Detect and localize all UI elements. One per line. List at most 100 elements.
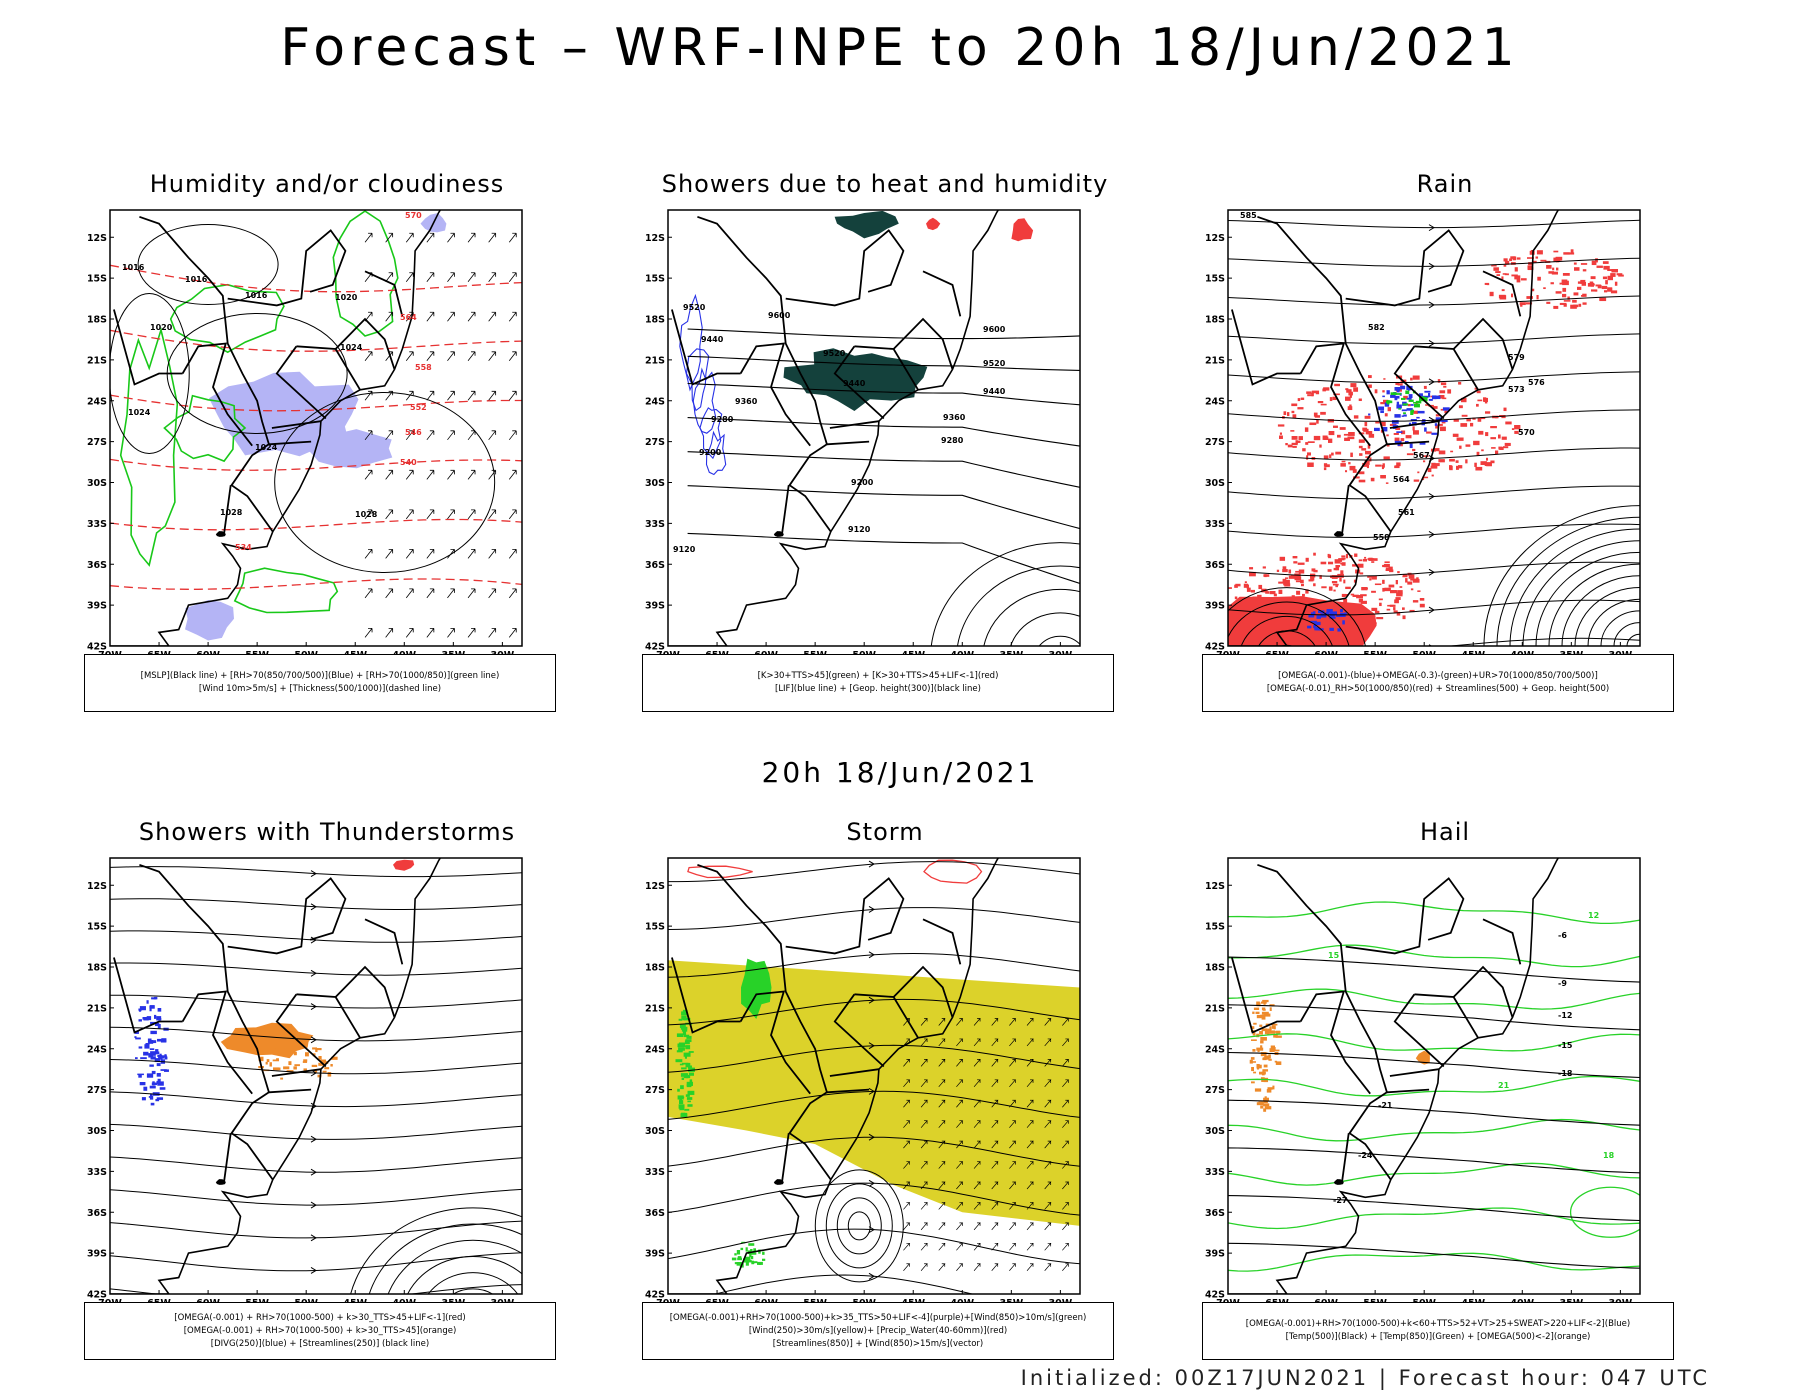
shaded-cell xyxy=(321,1061,329,1064)
wind-vector xyxy=(405,469,414,480)
shaded-cell xyxy=(1277,424,1285,427)
wind-vector xyxy=(938,1079,946,1088)
shaded-cell xyxy=(1334,383,1340,387)
contour-label: 9520 xyxy=(683,303,706,312)
shaded-cell xyxy=(1496,274,1501,276)
shaded-cell xyxy=(1367,575,1375,578)
shaded-cell xyxy=(679,1105,685,1111)
shaded-cell xyxy=(1379,602,1382,607)
lat-label: 18S xyxy=(87,963,107,974)
shaded-cell xyxy=(1256,1067,1260,1070)
shaded-cell xyxy=(1441,420,1448,423)
wind-vector xyxy=(956,1181,964,1190)
contour-line xyxy=(407,1255,522,1294)
wind-vector xyxy=(1026,1263,1034,1271)
shaded-cell xyxy=(1307,462,1314,467)
wind-vector xyxy=(1044,1018,1052,1026)
lon-label: 50W xyxy=(294,650,318,654)
shaded-cell xyxy=(1385,482,1389,484)
state-border xyxy=(833,345,885,420)
shaded-cell xyxy=(1505,421,1512,425)
shaded-cell xyxy=(1257,1049,1260,1053)
shaded-cell xyxy=(1485,411,1491,414)
shaded-cell xyxy=(157,1008,162,1012)
wind-vector xyxy=(1009,1038,1017,1047)
shaded-cell xyxy=(1408,422,1412,426)
state-border xyxy=(1386,1088,1430,1094)
temp850-contour xyxy=(1228,988,1640,1010)
shaded-cell xyxy=(1404,441,1409,443)
lon-label: 35W xyxy=(1559,650,1583,654)
contour-label: 564 xyxy=(1393,475,1410,484)
state-border xyxy=(113,309,183,386)
shaded-cell xyxy=(751,1261,758,1264)
lat-label: 39S xyxy=(87,601,107,612)
legend-line: [OMEGA(-0.001) + RH>70(1000-500) + k>30_… xyxy=(183,1325,457,1336)
shaded-cell xyxy=(1503,264,1507,267)
wind-vector xyxy=(1009,1059,1017,1067)
shaded-cell xyxy=(1361,448,1367,451)
state-border xyxy=(268,1088,312,1094)
shaded-cell xyxy=(1528,267,1534,271)
wind-vector xyxy=(1062,1242,1070,1251)
shaded-cell xyxy=(1435,395,1441,400)
lake-mark xyxy=(773,531,784,537)
shaded-cell xyxy=(1410,377,1413,381)
wind-vector xyxy=(920,1018,928,1026)
wind-vector xyxy=(1009,1140,1017,1149)
shaded-cell xyxy=(1347,436,1355,440)
shaded-cell xyxy=(1345,586,1351,590)
lat-label: 36S xyxy=(1205,1208,1225,1219)
shaded-cell xyxy=(1273,593,1277,597)
shaded-cell xyxy=(1343,579,1346,584)
shaded-cell xyxy=(681,1096,685,1099)
streamline-arrow xyxy=(1428,606,1435,614)
temp500-contour xyxy=(1228,1147,1640,1174)
shaded-cell xyxy=(1607,269,1614,271)
wind-vector xyxy=(467,232,476,243)
orange-area xyxy=(1415,1050,1430,1065)
contour-line xyxy=(350,1207,522,1294)
shaded-cell xyxy=(149,1005,155,1009)
shaded-cell xyxy=(1353,415,1359,419)
shaded-cell xyxy=(1511,293,1514,298)
shaded-cell xyxy=(679,1100,684,1105)
lon-label: 50W xyxy=(1412,650,1436,654)
shaded-cell xyxy=(1261,1001,1267,1004)
legend-line: [Temp(500)](Black) + [Temp(850)](Green) … xyxy=(1285,1332,1591,1342)
state-border xyxy=(1482,918,1522,965)
shaded-cell xyxy=(276,1058,279,1061)
lon-label: 45W xyxy=(901,1298,925,1302)
lon-label: 70W xyxy=(1216,1298,1240,1302)
shaded-cell xyxy=(156,1016,162,1021)
rh-low-contour xyxy=(119,326,179,567)
shaded-cell xyxy=(1591,260,1597,266)
shaded-cell xyxy=(1607,275,1614,281)
shaded-cell xyxy=(1396,401,1400,406)
shaded-cell xyxy=(1261,1028,1268,1032)
shaded-cell xyxy=(1401,409,1407,412)
shaded-cell xyxy=(1393,607,1396,611)
streamline-arrow xyxy=(868,905,875,913)
shaded-cell xyxy=(1443,385,1447,388)
legend-line: [Wind(250)>30m/s](yellow)+ [Precip_Water… xyxy=(748,1325,1008,1336)
state-border xyxy=(271,420,322,429)
contour-label: 9360 xyxy=(735,397,758,406)
state-border xyxy=(697,863,832,1181)
shaded-cell xyxy=(1320,561,1327,565)
shaded-cell xyxy=(1590,282,1595,287)
wind-vector xyxy=(920,1038,928,1047)
shaded-cell xyxy=(1405,578,1408,583)
shaded-cell xyxy=(1435,414,1440,417)
shaded-cell xyxy=(1328,586,1333,591)
shaded-cell xyxy=(681,1015,687,1020)
wind-vector xyxy=(1009,1120,1017,1128)
state-border xyxy=(1257,215,1392,533)
shaded-cell xyxy=(1384,402,1390,407)
state-border xyxy=(826,440,870,446)
shaded-cell xyxy=(1382,427,1388,432)
shaded-cell xyxy=(1390,590,1397,594)
wind-vector xyxy=(508,509,517,520)
shaded-cell xyxy=(1474,387,1479,390)
contour-label: 1020 xyxy=(150,323,173,332)
